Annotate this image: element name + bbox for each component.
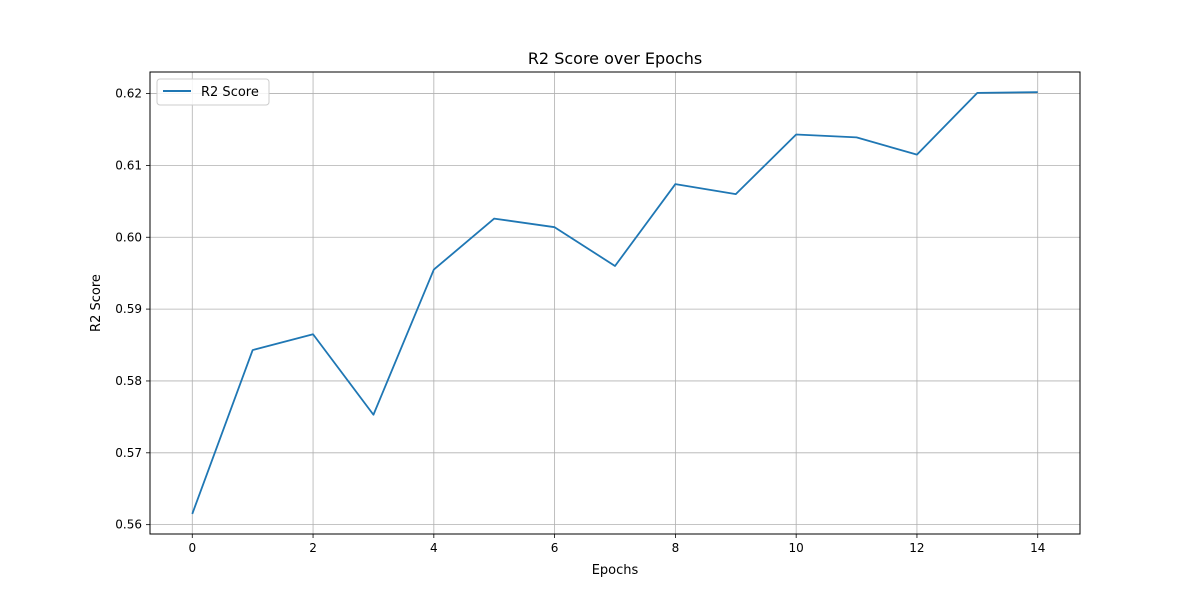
y-tick-label: 0.60 [115,230,142,244]
legend-box [156,78,270,106]
legend-label-r2-score: R2 Score [201,85,259,100]
x-tick-label: 10 [789,541,804,555]
y-tick-label: 0.56 [115,518,142,532]
x-axis-label: Epochs [592,563,639,578]
x-axis-ticks: 0 2 4 6 8 10 12 14 [188,534,1045,555]
y-axis-ticks: 0.56 0.57 0.58 0.59 0.60 0.61 0.62 [115,87,150,532]
x-tick-label: 8 [672,541,680,555]
plot-frame [149,71,1081,535]
x-tick-label: 4 [430,541,438,555]
grid [150,72,1080,534]
y-tick-label: 0.62 [115,87,142,101]
y-tick-label: 0.57 [115,446,142,460]
x-tick-label: 14 [1030,541,1045,555]
series-layer [191,91,1038,515]
y-tick-label: 0.58 [115,374,142,388]
x-tick-label: 6 [551,541,559,555]
chart-title: R2 Score over Epochs [528,49,702,68]
legend: R2 Score [156,78,270,106]
x-tick-label: 12 [909,541,924,555]
series-line-r2-score [191,91,1038,515]
x-tick-label: 2 [309,541,317,555]
y-tick-label: 0.61 [115,158,142,172]
y-axis-label: R2 Score [89,274,104,332]
y-tick-label: 0.59 [115,302,142,316]
x-tick-label: 0 [188,541,196,555]
